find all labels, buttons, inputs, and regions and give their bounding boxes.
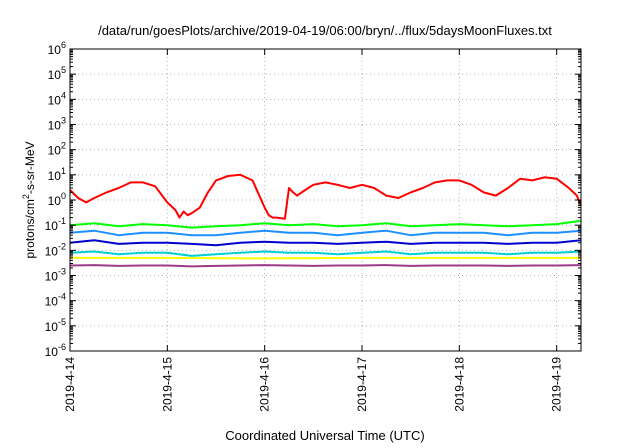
y-tick-exponent: 2 — [61, 141, 66, 151]
x-tick-label: 2019-4-15 — [160, 357, 174, 412]
y-tick-label: 10-6 — [45, 342, 66, 359]
y-tick-exponent: 3 — [61, 116, 66, 126]
y-tick-exponent: 5 — [61, 65, 66, 75]
y-tick-label: 10-5 — [45, 317, 66, 334]
y-tick-exponent: -4 — [58, 292, 66, 302]
y-tick-label: 105 — [48, 65, 66, 82]
y-tick-base: 10 — [45, 295, 59, 309]
y-tick-exponent: -3 — [58, 267, 66, 277]
y-tick-base: 10 — [45, 320, 59, 334]
y-tick-base: 10 — [45, 270, 59, 284]
y-tick-base: 10 — [48, 93, 62, 107]
series-line-4 — [69, 239, 582, 247]
y-tick-base: 10 — [48, 68, 62, 82]
series-line-7 — [69, 264, 582, 268]
y-tick-label: 103 — [48, 116, 66, 133]
y-tick-label: 10-1 — [45, 216, 66, 233]
y-tick-label: 10-4 — [45, 292, 66, 309]
y-tick-base: 10 — [48, 144, 62, 158]
y-ticks: 10-610-510-410-310-210-11001011021031041… — [45, 40, 581, 359]
y-tick-base: 10 — [45, 345, 59, 359]
x-ticks: 2019-4-14 2019-4-15 2019-4-16 2019-4-17 2019… — [63, 49, 564, 412]
y-tick-exponent: -1 — [58, 216, 66, 226]
y-tick-label: 10-2 — [45, 241, 66, 258]
y-tick-label: 10-3 — [45, 267, 66, 284]
y-tick-base: 10 — [48, 119, 62, 133]
y-tick-base: 10 — [48, 169, 62, 183]
x-tick-label: 2019-4-19 — [550, 357, 564, 412]
series-line-1 — [69, 173, 582, 220]
chart-title: /data/run/goesPlots/archive/2019-04-19/0… — [98, 23, 552, 38]
x-tick-label: 2019-4-16 — [258, 357, 272, 412]
y-tick-label: 102 — [48, 141, 66, 158]
y-tick-exponent: -6 — [58, 342, 66, 352]
x-tick-label: 2019-4-18 — [452, 357, 466, 412]
x-tick-label: 2019-4-14 — [63, 357, 77, 412]
y-tick-exponent: 1 — [61, 166, 66, 176]
y-tick-exponent: -5 — [58, 317, 66, 327]
x-tick-label: 2019-4-17 — [355, 357, 369, 412]
y-tick-exponent: 6 — [61, 40, 66, 50]
y-tick-exponent: 0 — [61, 191, 66, 201]
y-tick-exponent: 4 — [61, 90, 66, 100]
x-axis-label: Coordinated Universal Time (UTC) — [225, 428, 424, 443]
y-tick-label: 106 — [48, 40, 66, 57]
y-axis-label-part2: -s-sr-MeV — [23, 141, 37, 194]
y-tick-base: 10 — [45, 219, 59, 233]
series-line-5 — [69, 250, 582, 257]
series-group — [69, 173, 582, 268]
y-tick-base: 10 — [48, 194, 62, 208]
y-tick-exponent: -2 — [58, 241, 66, 251]
y-axis-label: protons/cm2-s-sr-MeV — [21, 141, 37, 258]
y-tick-base: 10 — [45, 244, 59, 258]
y-tick-label: 101 — [48, 166, 66, 183]
y-tick-base: 10 — [48, 43, 62, 57]
y-axis-label-part1: protons/cm — [23, 199, 37, 258]
series-line-2 — [69, 219, 582, 229]
series-line-6 — [70, 256, 581, 260]
series-line-3 — [69, 229, 582, 237]
y-tick-label: 104 — [48, 90, 66, 107]
y-axis-label-superscript: 2 — [21, 194, 31, 199]
y-tick-label: 100 — [48, 191, 66, 208]
